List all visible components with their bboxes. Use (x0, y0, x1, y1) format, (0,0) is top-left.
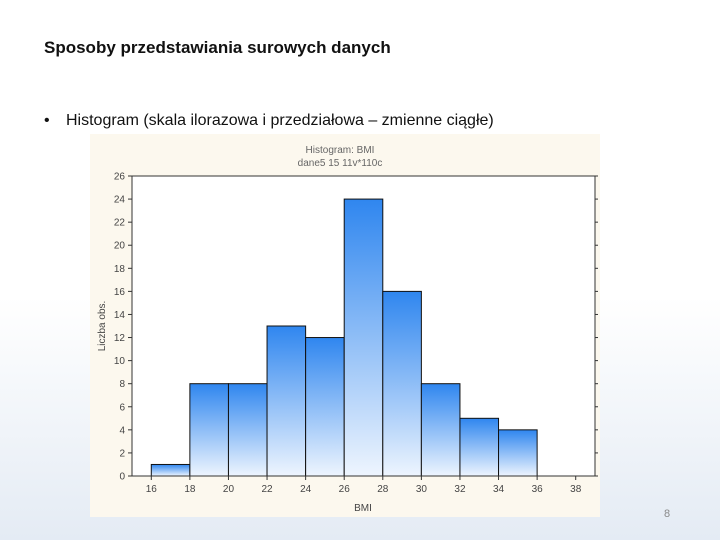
bullet-symbol: • (44, 112, 50, 129)
x-tick-label: 28 (377, 484, 389, 495)
y-tick-label: 22 (114, 218, 126, 229)
x-axis-label: BMI (354, 503, 372, 514)
x-tick-label: 34 (493, 484, 505, 495)
x-tick-label: 22 (261, 484, 273, 495)
bars-layer (150, 198, 538, 477)
histogram-bar (498, 429, 538, 477)
y-axis-label: Liczba obs. (97, 301, 108, 352)
x-tick-label: 18 (184, 484, 196, 495)
slide-title: Sposoby przedstawiania surowych danych (44, 38, 391, 57)
y-tick-label: 10 (114, 356, 126, 367)
plot-frame (131, 175, 596, 477)
page-number: 8 (664, 508, 671, 520)
bullet-item: • Histogram (skala ilorazowa i przedziało… (44, 112, 494, 130)
y-tick-label: 8 (119, 379, 125, 390)
y-tick-label: 26 (114, 172, 126, 183)
y-tick-label: 0 (119, 472, 125, 483)
histogram-bar (150, 463, 191, 477)
y-tick-label: 12 (114, 333, 126, 344)
x-tick-label: 24 (300, 484, 312, 495)
x-tick-label: 36 (532, 484, 544, 495)
histogram-bar (266, 325, 307, 477)
y-tick-label: 16 (114, 287, 126, 298)
x-tick-label: 16 (146, 484, 158, 495)
x-tick-label: 38 (570, 484, 582, 495)
histogram-bar (227, 383, 268, 477)
y-tick-label: 2 (119, 448, 125, 459)
bullet-text: Histogram (skala ilorazowa i przedziałow… (66, 112, 494, 129)
histogram-chart: Histogram: BMI dane5 15 11v*110c 0 2 4 6 8 10… (90, 134, 600, 517)
x-tick-label: 30 (416, 484, 428, 495)
histogram-bar (382, 290, 422, 477)
histogram-svg: Histogram: BMI dane5 15 11v*110c 0246810… (97, 145, 598, 514)
histogram-bar (420, 383, 461, 477)
y-tick-label: 18 (114, 264, 126, 275)
chart-subtitle: dane5 15 11v*110c (298, 158, 383, 169)
y-tick-label: 20 (114, 241, 126, 252)
histogram-bar (459, 417, 500, 477)
y-tick-label: 6 (119, 402, 125, 413)
y-tick-label: 14 (114, 310, 126, 321)
histogram-bar (343, 198, 384, 477)
x-tick-label: 32 (454, 484, 466, 495)
y-tick-label: 4 (119, 425, 125, 436)
chart-title: Histogram: BMI (306, 145, 375, 156)
x-tick-label: 26 (339, 484, 351, 495)
histogram-bar (189, 383, 229, 477)
histogram-bar (305, 337, 345, 477)
y-tick-label: 24 (114, 195, 126, 206)
x-tick-label: 20 (223, 484, 235, 495)
